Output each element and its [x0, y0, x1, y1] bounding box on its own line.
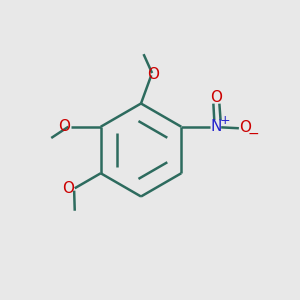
Text: +: + — [220, 114, 231, 127]
Text: O: O — [210, 90, 222, 105]
Text: O: O — [239, 120, 251, 135]
Text: N: N — [210, 119, 221, 134]
Text: O: O — [147, 67, 159, 82]
Text: O: O — [58, 118, 70, 134]
Text: −: − — [248, 127, 259, 141]
Text: O: O — [62, 181, 74, 196]
